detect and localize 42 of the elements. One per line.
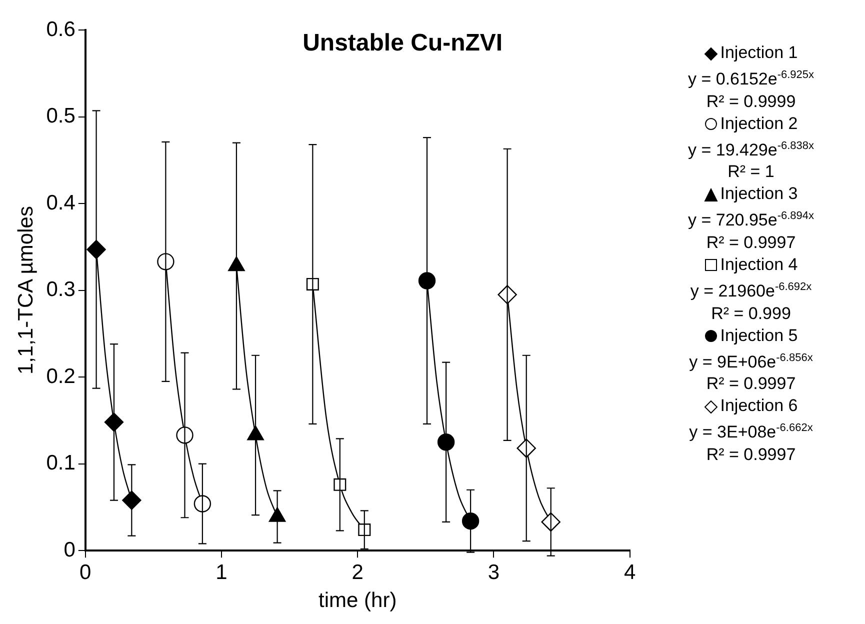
text: y = 0.6152e$^{-6.925x}$ [686,68,816,91]
x-tick-label: 1 [216,560,228,584]
legend-label: Injection 4 [720,254,798,274]
text: y = 21960e$^{-6.692x}$ [689,280,813,303]
point [462,512,480,530]
y-tick-label: 0.3 [46,278,76,302]
text: R² = 0.9997 [705,444,797,466]
y-axis-title: 1,1,1-TCA µmoles [14,206,38,375]
point [418,272,436,290]
x-axis-title: time (hr) [318,589,397,612]
legend-label: Injection 6 [720,396,798,416]
x-tick-label: 2 [352,560,364,584]
text: y = 19.429e$^{-6.838x}$ [686,138,816,162]
text: R² = 0.9997 [705,232,797,254]
text: R² = 0.9999 [705,90,797,113]
text: y = 9E+06e$^{-6.856x}$ [688,350,814,374]
y-tick-label: 0.2 [46,364,76,388]
point [194,495,212,512]
point [306,278,319,290]
y-tick-label: 0 [64,538,76,562]
y-tick-label: 0.1 [46,452,76,475]
legend-label: Injection 3 [720,184,798,204]
x-tick-label: 4 [624,560,636,584]
y-tick-label: 0.6 [46,18,76,41]
y-tick-label: 0.4 [46,191,76,214]
text: y = 720.95e$^{-6.894x}$ [686,209,816,232]
point [334,478,346,491]
y-tick-label: 0.5 [46,104,76,128]
point [437,434,455,451]
text: R² = 0.9997 [705,373,797,396]
legend-label: Injection 1 [720,43,798,62]
x-tick-label: 3 [488,560,500,584]
legend-label: Injection 2 [720,114,798,133]
text: y = 3E+08e$^{-6.662x}$ [688,421,814,444]
chart-title: Unstable Cu-nZVI [302,30,503,57]
point [358,524,371,536]
legend-label: Injection 5 [720,326,798,345]
point [104,412,124,432]
text: R² = 1 [726,161,776,184]
x-tick-label: 0 [80,560,92,584]
text: R² = 0.999 [710,302,792,325]
point [157,253,174,270]
